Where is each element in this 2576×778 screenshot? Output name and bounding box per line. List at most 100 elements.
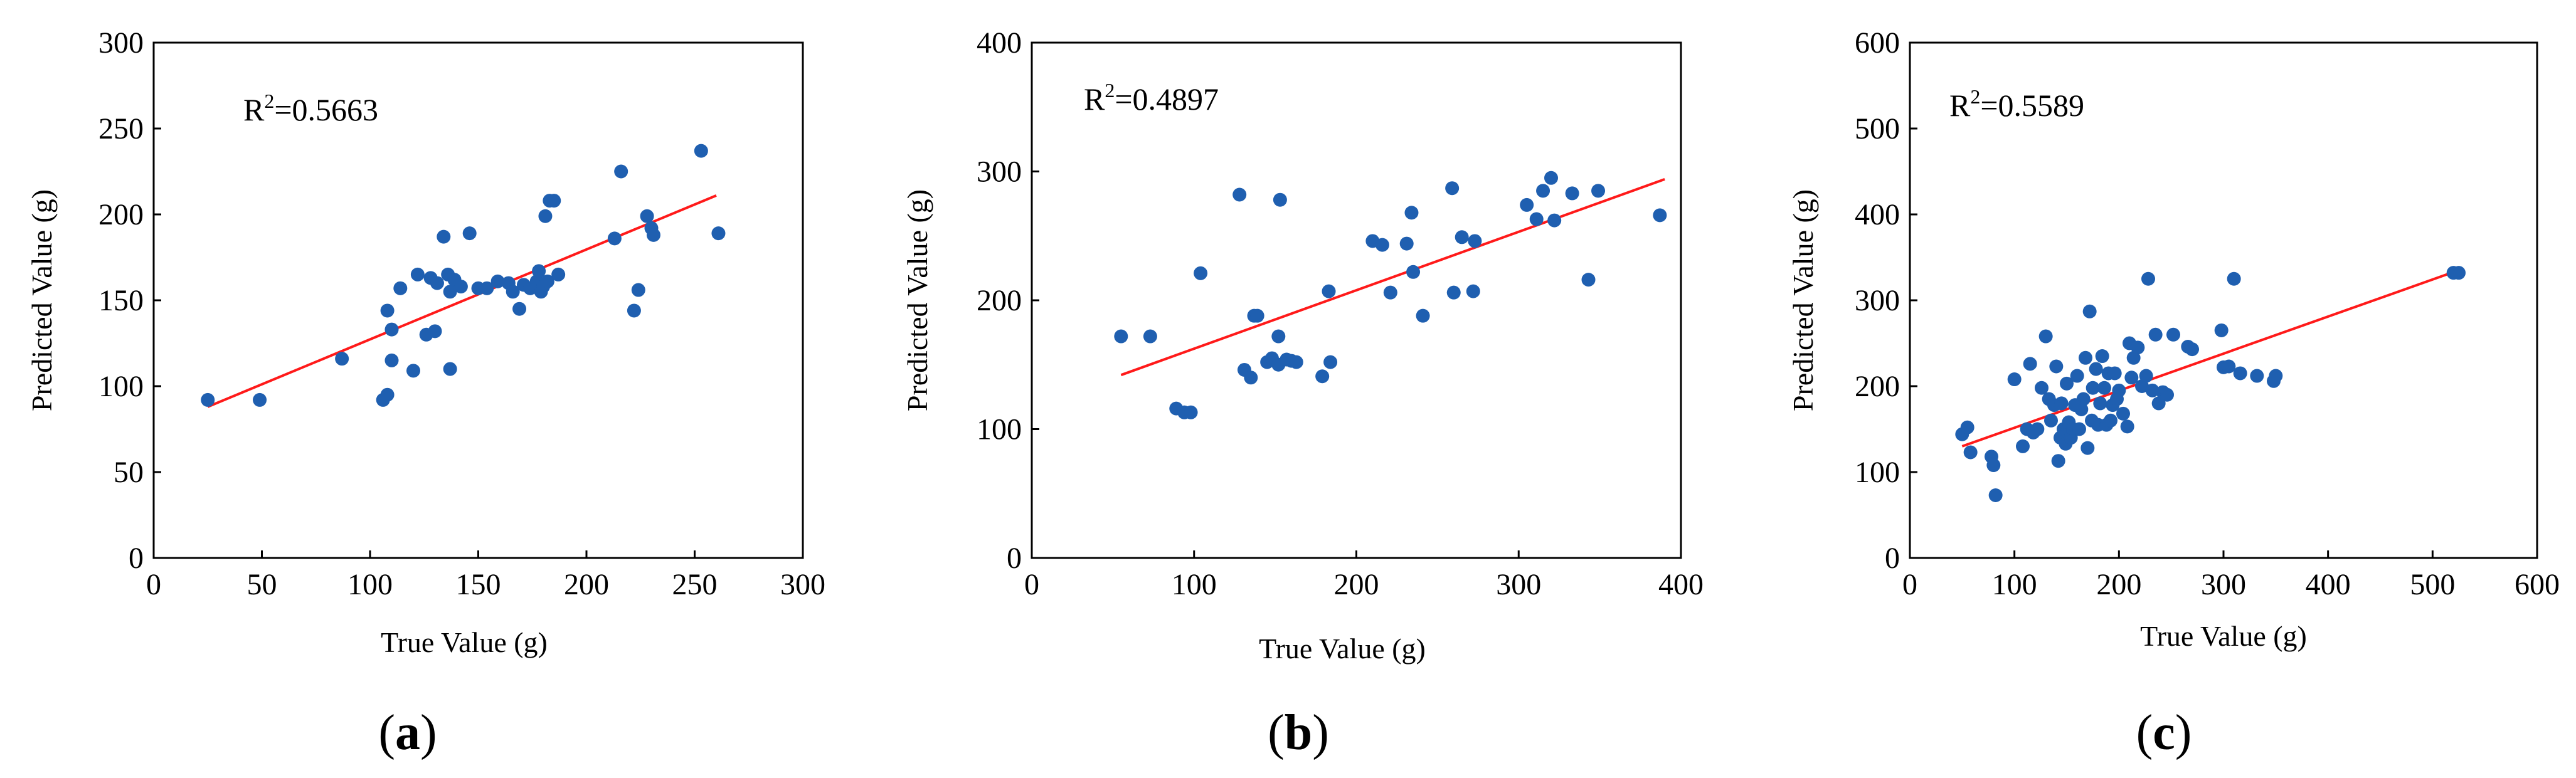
- panel-c-data-point-5: [1988, 488, 2003, 502]
- panel-b-data-point-42: [1653, 208, 1667, 223]
- panel-b-data-point-18: [1289, 355, 1303, 369]
- panel-b: 0 100 200 300 400 0 100 200 300 400 R2=0.4897 Tru…: [901, 26, 1704, 760]
- panel-b-y-tick-label-4: 400: [977, 26, 1022, 60]
- panel-c-data-point-49: [2116, 406, 2130, 421]
- panel-c-data-point-29: [2072, 422, 2086, 436]
- panel-c-data-point-32: [2079, 350, 2092, 365]
- panel-a-data-point-40: [614, 164, 628, 179]
- panel-b-data-point-39: [1565, 186, 1579, 201]
- panel-a-data-point-9: [406, 364, 420, 378]
- panel-a-data-point-35: [540, 274, 554, 288]
- panel-b-data-point-41: [1591, 184, 1606, 198]
- panel-a-data-point-23: [480, 281, 494, 295]
- panel-c-data-point-31: [2076, 392, 2091, 406]
- panel-a-data-point-10: [410, 267, 425, 281]
- panel-a-label: (a): [378, 705, 437, 760]
- panel-a-data-point-21: [462, 226, 477, 241]
- panel-b-data-point-32: [1466, 284, 1480, 298]
- panel-a-y-axis-label: Predicted Value (g): [26, 189, 58, 411]
- panel-b-fit-line: [1120, 177, 1665, 377]
- panel-c-data-point-59: [2148, 327, 2163, 342]
- panel-a-data-point-26: [506, 285, 520, 299]
- panel-c-data-point-34: [2082, 304, 2097, 318]
- panel-a-y-tick-label-3: 150: [98, 284, 144, 317]
- panel-c-y-tick-label-5: 500: [1855, 112, 1900, 145]
- panel-c-data-point-13: [2038, 329, 2053, 344]
- panel-c-data-point-48: [2112, 383, 2126, 397]
- panel-a-r2-annotation: R2=0.5663: [243, 90, 378, 127]
- panel-c-y-tick-label-6: 600: [1855, 26, 1900, 60]
- panel-c-points: [1955, 266, 2466, 502]
- panel-c-data-point-20: [2054, 396, 2069, 411]
- panel-c-x-tick-label-4: 400: [2306, 568, 2351, 601]
- panel-c-data-point-56: [2139, 369, 2153, 383]
- panel-c-data-point-40: [2095, 349, 2109, 364]
- panel-c-data-point-7: [2016, 439, 2030, 453]
- panel-a-data-point-27: [512, 302, 527, 316]
- panel-a-data-point-39: [607, 231, 622, 246]
- panel-c-data-point-12: [2035, 381, 2049, 395]
- panel-c-data-point-63: [2166, 327, 2180, 342]
- panel-a-data-point-46: [694, 144, 708, 158]
- panel-c-data-point-46: [2107, 366, 2122, 381]
- panel-c-x-tick-label-1: 100: [1992, 568, 2037, 601]
- panel-c-data-point-6: [2007, 372, 2022, 387]
- panel-c-data-point-30: [2074, 402, 2089, 416]
- panel-c-y-tick-label-2: 200: [1855, 370, 1900, 403]
- panel-b-y-tick-label-1: 100: [977, 413, 1022, 446]
- panel-b-data-point-27: [1406, 265, 1421, 279]
- panel-a-fit-line: [207, 194, 717, 408]
- panel-c-data-point-54: [2131, 340, 2145, 355]
- panel-a-x-tick-label-5: 250: [672, 568, 718, 601]
- panel-c-data-point-60: [2151, 396, 2166, 411]
- panel-a-data-point-17: [443, 362, 457, 376]
- panel-c-y-tick-label-1: 100: [1855, 456, 1900, 489]
- panel-b-plot-frame: [1031, 41, 1682, 559]
- panel-c-data-point-70: [2233, 366, 2247, 381]
- panel-b-data-point-25: [1399, 236, 1414, 251]
- panel-b-points: [1114, 171, 1667, 419]
- panel-b-data-point-8: [1244, 371, 1258, 385]
- panel-b-x-tick-label-0: 0: [1024, 568, 1039, 601]
- panel-b-data-point-40: [1581, 273, 1596, 287]
- panel-c-data-point-39: [2093, 396, 2107, 411]
- panel-a-data-point-2: [335, 352, 349, 366]
- panel-b-ticks: 0 100 200 300 400 0 100 200 300 400: [977, 26, 1704, 601]
- panel-c-data-point-65: [2185, 342, 2199, 357]
- panel-c-y-axis-label: Predicted Value (g): [1787, 189, 1819, 411]
- panel-b-data-point-38: [1547, 213, 1562, 228]
- panel-b-x-tick-label-4: 400: [1658, 568, 1704, 601]
- panel-c-data-point-55: [2135, 379, 2149, 393]
- panel-c-data-point-57: [2141, 271, 2155, 286]
- panel-b-x-tick-label-2: 200: [1334, 568, 1379, 601]
- panel-c-data-point-33: [2080, 441, 2095, 455]
- panel-a-data-point-1: [253, 392, 267, 407]
- panel-c-data-point-36: [2086, 381, 2100, 395]
- panel-a-data-point-20: [453, 280, 468, 294]
- panel-b-data-point-10: [1250, 308, 1264, 323]
- panel-c-x-tick-label-5: 500: [2410, 568, 2455, 601]
- panel-a-data-point-0: [201, 392, 215, 407]
- panel-c-data-point-75: [2452, 266, 2466, 280]
- panel-b-data-point-4: [1184, 405, 1198, 419]
- panel-c-y-tick-label-4: 400: [1855, 198, 1900, 231]
- panel-c-data-point-71: [2250, 369, 2264, 383]
- panel-c-data-point-44: [2104, 413, 2118, 428]
- panel-a-x-tick-label-6: 300: [780, 568, 825, 601]
- panel-b-fit: [1120, 177, 1665, 377]
- panel-a-x-tick-label-3: 150: [456, 568, 501, 601]
- panel-c-data-point-18: [2051, 454, 2065, 468]
- panel-b-data-point-14: [1271, 329, 1286, 344]
- panel-b-data-point-29: [1445, 181, 1460, 196]
- panel-c-x-axis-label: True Value (g): [2140, 620, 2307, 652]
- panel-a-y-tick-label-4: 200: [98, 198, 144, 231]
- panel-c-data-point-68: [2222, 359, 2236, 374]
- panel-b-y-axis-label: Predicted Value (g): [901, 189, 933, 411]
- panel-a-y-tick-label-2: 100: [98, 370, 144, 403]
- panel-a-data-point-37: [547, 194, 561, 208]
- panel-c-data-point-69: [2227, 271, 2241, 286]
- panel-b-data-point-0: [1114, 329, 1128, 344]
- panel-a-data-point-18: [443, 285, 457, 299]
- panel-c-data-point-23: [2060, 376, 2074, 391]
